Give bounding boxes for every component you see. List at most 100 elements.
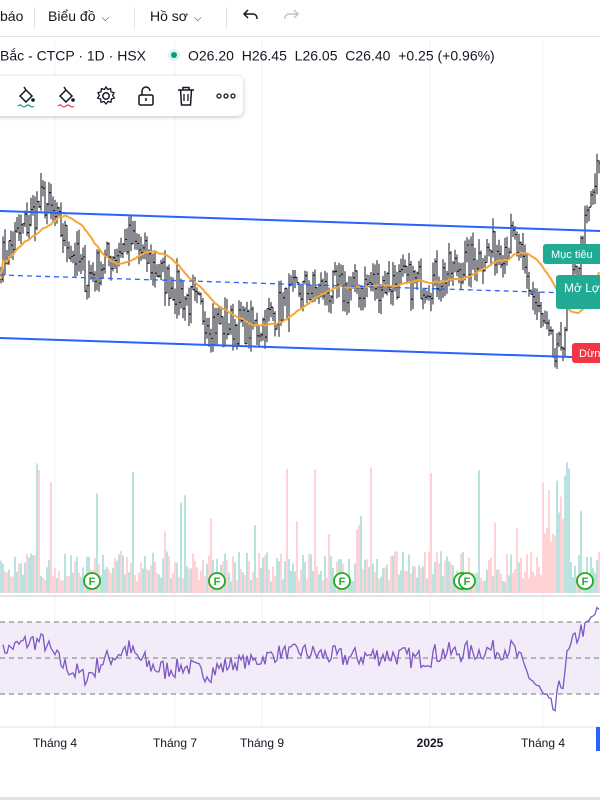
price-bar — [83, 245, 87, 292]
price-bar — [493, 231, 497, 276]
volume-bar — [108, 569, 110, 593]
paint-bucket-icon[interactable] — [14, 84, 38, 108]
volume-bar — [146, 568, 148, 593]
price-bar — [271, 306, 275, 321]
volume-bar — [500, 573, 502, 593]
volume-bar — [328, 534, 330, 593]
volume-bar — [238, 551, 240, 593]
channel-top-line[interactable] — [0, 210, 600, 232]
price-bar — [239, 301, 243, 323]
price-bar — [97, 248, 101, 292]
price-bar — [225, 298, 229, 340]
dividend-marker-label: F — [214, 576, 221, 588]
price-bar — [519, 241, 523, 258]
volume-bar — [100, 575, 102, 593]
redo-icon[interactable] — [282, 6, 300, 27]
dividend-markers[interactable]: FFFFFF — [83, 572, 594, 590]
trash-icon[interactable] — [174, 84, 198, 108]
price-bar — [103, 249, 107, 274]
volume-bar — [324, 556, 326, 593]
x-tick-label: Tháng 4 — [521, 736, 565, 750]
volume-bar — [164, 531, 166, 593]
volume-bar — [562, 519, 564, 593]
alert-menu-partial[interactable]: báo — [0, 8, 24, 24]
dividend-marker[interactable]: F — [208, 572, 226, 590]
volume-bar — [494, 522, 496, 593]
volume-bar — [32, 555, 34, 593]
price-bar — [509, 213, 513, 254]
dividend-marker[interactable]: F — [333, 572, 351, 590]
volume-bar — [186, 566, 188, 593]
dividend-marker[interactable]: F — [83, 572, 101, 590]
target-label[interactable]: Mục tiêu — [543, 244, 600, 264]
open-position-label-text: Mở Lợ — [564, 281, 600, 295]
volume-bar — [46, 567, 48, 593]
paint-bucket-alt-icon[interactable] — [54, 84, 78, 108]
x-tick-label: Tháng 4 — [33, 736, 77, 750]
price-bar — [585, 205, 589, 224]
price-bar — [469, 236, 473, 288]
volume-bar — [304, 562, 306, 593]
volume-bar — [236, 580, 238, 593]
dividend-marker-label: F — [339, 576, 346, 588]
profile-menu-button[interactable]: Hồ sơ ⌵ — [150, 8, 202, 24]
volume-bar — [156, 572, 158, 593]
price-bar — [449, 251, 453, 282]
volume-bar — [270, 581, 272, 593]
volume-bar — [190, 568, 192, 593]
dividend-marker[interactable]: F — [458, 572, 476, 590]
symbol-title[interactable]: Bắc - CTCP · 1D · HSX — [0, 47, 146, 64]
volume-bar — [502, 580, 504, 593]
price-bar — [195, 287, 199, 304]
volume-bar — [578, 555, 580, 593]
price-bar — [283, 287, 287, 307]
price-bar — [317, 283, 321, 304]
volume-bar — [422, 566, 424, 593]
toolbar-divider — [134, 7, 135, 29]
volume-bar — [386, 564, 388, 593]
price-bar — [375, 260, 379, 299]
volume-bar — [536, 556, 538, 593]
volume-bar — [392, 555, 394, 593]
price-bar — [391, 261, 395, 306]
more-icon[interactable] — [214, 84, 238, 108]
channel-mid-line[interactable] — [0, 274, 600, 295]
volume-bar — [260, 568, 262, 593]
price-bar — [73, 242, 77, 277]
stop-label[interactable]: Dừn — [572, 343, 600, 363]
chevron-down-icon: ⌵ — [193, 13, 202, 24]
volume-bar — [184, 495, 186, 593]
price-bar — [467, 239, 471, 287]
price-bar — [213, 307, 217, 347]
price-bar — [347, 276, 351, 313]
volume-bar — [514, 569, 516, 593]
volume-bar — [192, 553, 194, 593]
volume-bar — [174, 562, 176, 593]
price-bar — [79, 254, 83, 275]
volume-bar — [432, 573, 434, 593]
price-bar — [121, 242, 125, 258]
volume-bar — [20, 563, 22, 593]
chart-menu-button[interactable]: Biểu đồ ⌵ — [48, 8, 109, 24]
price-bar — [439, 280, 443, 302]
price-bar — [537, 291, 541, 313]
volume-bar — [596, 559, 598, 593]
profile-menu-label: Hồ sơ — [150, 8, 188, 24]
volume-bar — [132, 471, 134, 593]
price-bar — [243, 307, 247, 345]
gear-icon[interactable] — [94, 84, 118, 108]
price-bar — [531, 281, 535, 311]
volume-bar — [248, 560, 250, 593]
volume-bar — [172, 572, 174, 593]
price-bar — [249, 300, 253, 352]
undo-icon[interactable] — [242, 6, 260, 27]
volume-bar — [404, 571, 406, 593]
channel-bottom-line[interactable] — [0, 337, 600, 359]
unlock-icon[interactable] — [134, 84, 158, 108]
volume-bar — [288, 559, 290, 593]
open-position-label[interactable]: Mở Lợ — [556, 275, 600, 309]
dividend-marker[interactable]: F — [576, 572, 594, 590]
volume-bar — [26, 553, 28, 593]
volume-bar — [70, 555, 72, 593]
